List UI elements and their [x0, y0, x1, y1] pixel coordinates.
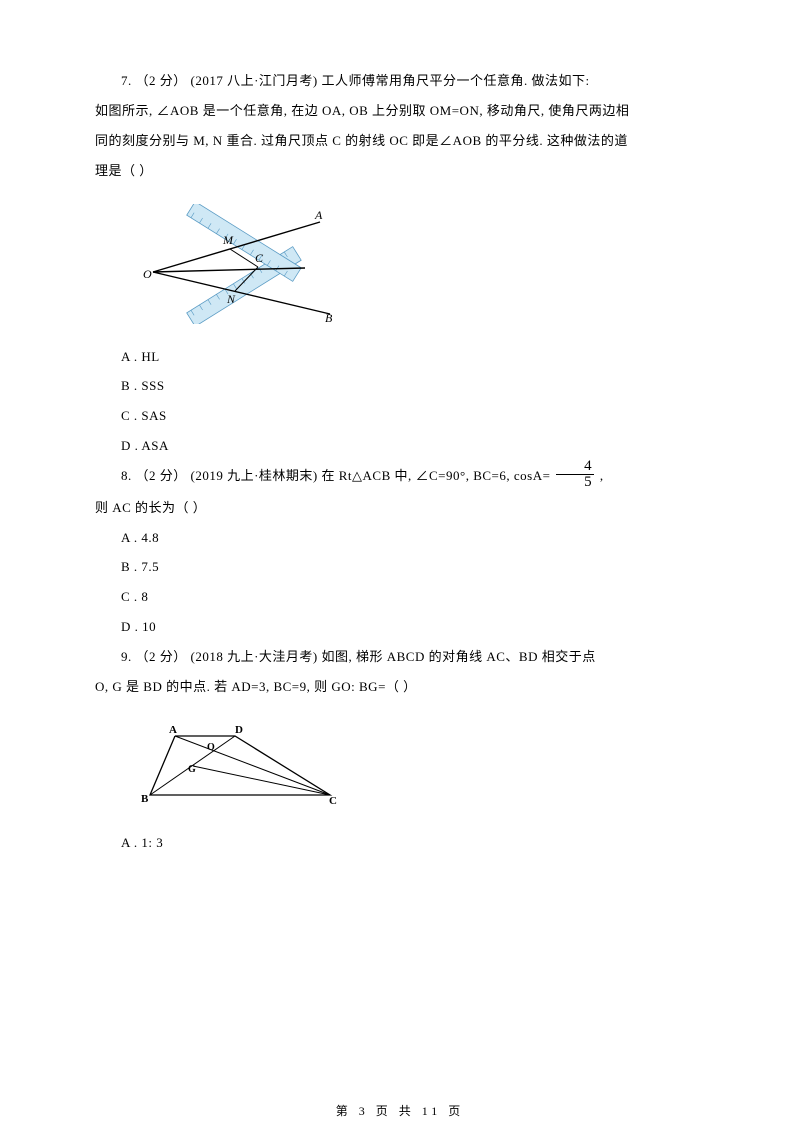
q9-line2: O, G 是 BD 的中点. 若 AD=3, BC=9, 则 GO: BG=（ … [95, 672, 705, 702]
label-B: B [141, 793, 149, 805]
label-B: B [325, 311, 333, 324]
trapezoid-diagram: A D B C O G [135, 720, 355, 810]
q8-suffix: , [596, 468, 604, 483]
label-N: N [226, 292, 236, 306]
q8-prefix: 8. （2 分） (2019 九上·桂林期末) 在 Rt△ACB 中, ∠C=9… [121, 468, 554, 483]
label-C: C [255, 251, 264, 265]
fraction-num: 4 [556, 459, 594, 475]
q9-line1: 9. （2 分） (2018 九上·大洼月考) 如图, 梯形 ABCD 的对角线… [95, 642, 705, 672]
q7-line2: 如图所示, ∠AOB 是一个任意角, 在边 OA, OB 上分别取 OM=ON,… [95, 96, 705, 126]
fraction-den: 5 [556, 475, 594, 490]
label-C: C [329, 795, 337, 807]
label-M: M [222, 233, 234, 247]
angle-ruler-diagram: O A B M N C [135, 204, 345, 324]
q7-option-C: C . SAS [95, 401, 705, 431]
page-footer: 第 3 页 共 11 页 [0, 1102, 800, 1119]
q8-line2: 则 AC 的长为（ ） [95, 493, 705, 523]
label-G: G [188, 764, 196, 775]
q8-option-A: A . 4.8 [95, 523, 705, 553]
label-O: O [143, 267, 152, 281]
label-A: A [169, 724, 177, 736]
q7-option-A: A . HL [95, 342, 705, 372]
q7-option-B: B . SSS [95, 371, 705, 401]
q9-option-A: A . 1: 3 [95, 828, 705, 858]
q8-option-D: D . 10 [95, 612, 705, 642]
q7-line4: 理是（ ） [95, 156, 705, 186]
q7-line3: 同的刻度分别与 M, N 重合. 过角尺顶点 C 的射线 OC 即是∠AOB 的… [95, 126, 705, 156]
q8-option-C: C . 8 [95, 582, 705, 612]
label-A: A [314, 208, 323, 222]
q7-option-D: D . ASA [95, 431, 705, 461]
q7-figure: O A B M N C [135, 204, 705, 324]
page-content: 7. （2 分） (2017 八上·江门月考) 工人师傅常用角尺平分一个任意角.… [0, 0, 800, 898]
q8-option-B: B . 7.5 [95, 552, 705, 582]
label-D: D [235, 724, 243, 736]
fraction-4-5: 45 [556, 459, 594, 490]
label-O: O [207, 742, 215, 753]
q7-line1: 7. （2 分） (2017 八上·江门月考) 工人师傅常用角尺平分一个任意角.… [95, 66, 705, 96]
q8-line1: 8. （2 分） (2019 九上·桂林期末) 在 Rt△ACB 中, ∠C=9… [95, 461, 705, 493]
q9-figure: A D B C O G [135, 720, 705, 810]
